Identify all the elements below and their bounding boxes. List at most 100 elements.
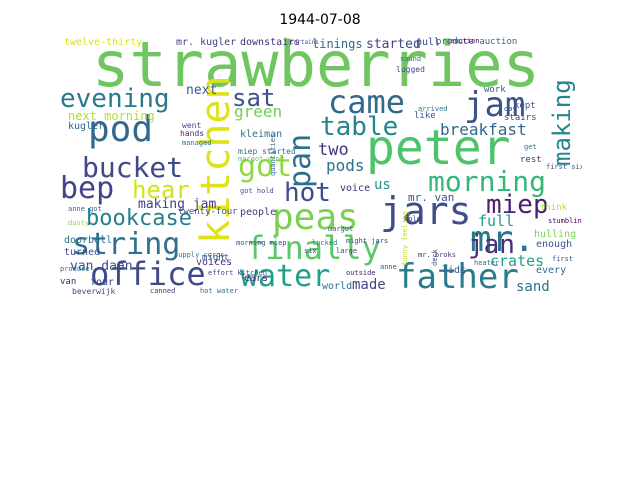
cloud-word: beverwijk <box>72 287 116 296</box>
cloud-word: full <box>478 212 515 230</box>
cloud-word: kleiman <box>240 129 283 140</box>
cloud-word: six <box>304 247 317 255</box>
cloud-word: quantities <box>269 133 277 176</box>
cloud-word: might jars <box>346 237 389 245</box>
cloud-word: day <box>504 105 517 113</box>
cloud-word: evening <box>60 84 170 114</box>
cloud-word: office <box>90 255 206 293</box>
cloud-word: pull <box>416 37 441 48</box>
cloud-word: linings <box>312 37 363 51</box>
cloud-word: jars <box>380 189 472 233</box>
cloud-word: kitchen <box>193 75 239 244</box>
cloud-word: get <box>524 143 537 151</box>
cloud-word: every <box>536 265 567 276</box>
cloud-word: two <box>318 140 349 160</box>
cloud-word: managed <box>182 139 212 147</box>
cloud-word: string <box>72 227 181 262</box>
cloud-word: margot went <box>238 155 285 163</box>
cloud-word: first six <box>546 163 582 171</box>
cloud-word: four <box>90 277 115 288</box>
cloud-word: next <box>186 83 218 98</box>
cloud-word: hold <box>404 215 421 223</box>
cloud-word: stumbling <box>548 217 582 225</box>
cloud-word: ears <box>244 273 269 284</box>
cloud-word: curtains <box>290 39 319 46</box>
cloud-word: bookcase <box>86 206 192 231</box>
cloud-word: dusty <box>68 219 90 227</box>
cloud-word: large <box>336 247 358 255</box>
cloud-word: sat <box>232 84 276 112</box>
cloud-word: twenty-four <box>178 207 238 217</box>
cloud-word: went <box>182 121 202 130</box>
cloud-word: hear <box>132 176 190 204</box>
cloud-word: heater <box>474 259 500 267</box>
cloud-word: anne <box>380 263 397 271</box>
cloud-word: might <box>202 253 230 263</box>
cloud-word: van <box>60 277 77 287</box>
cloud-word: mr. <box>470 219 536 260</box>
cloud-word: breakfast <box>440 120 527 139</box>
cloud-word: hulling <box>534 229 577 240</box>
cloud-word: lids <box>442 265 467 276</box>
cloud-word: work <box>484 85 506 95</box>
cloud-word: downstairs <box>240 37 301 48</box>
cloud-word: sound <box>400 55 422 63</box>
cloud-word: locked <box>312 239 338 247</box>
cloud-word: jan <box>468 230 515 260</box>
cloud-word: hot water <box>200 287 238 295</box>
cloud-word: bucket <box>82 151 184 184</box>
cloud-word: auction <box>450 37 480 45</box>
cloud-word: like <box>414 111 436 121</box>
cloud-word: doorbell <box>64 235 113 246</box>
cloud-word: bep <box>60 171 115 206</box>
cloud-word: produce auction <box>436 37 518 47</box>
cloud-word: made <box>352 277 386 293</box>
cloud-word: strawberries <box>92 36 540 101</box>
cloud-word: kept <box>514 101 536 111</box>
cloud-word: green <box>234 102 283 121</box>
cloud-word: morning <box>428 165 547 198</box>
cloud-word: kugler <box>68 121 105 132</box>
cloud-word: van daan <box>70 259 133 274</box>
cloud-word: enough <box>536 239 573 250</box>
cloud-word: first <box>552 255 574 263</box>
cloud-word: hands <box>180 129 205 138</box>
cloud-word: sand <box>516 279 550 295</box>
cloud-word: finally <box>246 229 381 267</box>
cloud-word: got <box>238 149 293 184</box>
cloud-word: twelve-thirty <box>64 37 143 48</box>
cloud-word: think <box>540 203 568 213</box>
cloud-word: supply corps <box>174 251 225 259</box>
cloud-word: turned <box>64 247 101 258</box>
cloud-word: canned <box>150 287 176 295</box>
cloud-word: got hold <box>240 187 274 195</box>
cloud-word: arrived <box>418 105 448 113</box>
cloud-word: peter <box>366 120 511 176</box>
cloud-word: rest <box>520 155 542 165</box>
cloud-word: table <box>320 112 399 142</box>
cloud-word: peas <box>272 197 359 238</box>
cloud-word: voice <box>340 183 371 194</box>
cloud-word: water <box>240 259 331 294</box>
cloud-word: mr. van <box>408 191 455 204</box>
cloud-word: came <box>328 83 406 121</box>
cloud-word: mr. broks <box>418 251 456 259</box>
cloud-word: margot <box>328 225 354 233</box>
cloud-word: miep started <box>238 147 296 156</box>
cloud-word: hot <box>284 178 331 208</box>
cloud-word: pods <box>326 156 365 175</box>
cloud-word: next morning <box>68 109 155 123</box>
cloud-word: us <box>374 177 391 193</box>
cloud-word: jam <box>464 85 526 125</box>
cloud-word: deck <box>431 249 439 266</box>
cloud-word: pod <box>88 109 154 150</box>
cloud-word: mr. kugler <box>176 37 237 48</box>
cloud-word: morning miep <box>236 239 287 247</box>
cloud-word: people <box>240 207 277 218</box>
cloud-word: voices <box>196 257 233 268</box>
cloud-word: making <box>548 79 576 166</box>
cloud-word: started <box>366 37 421 52</box>
figure-title: 1944-07-08 <box>279 12 361 28</box>
cloud-word: making jam <box>138 197 217 212</box>
cloud-word: lugged <box>396 65 425 74</box>
